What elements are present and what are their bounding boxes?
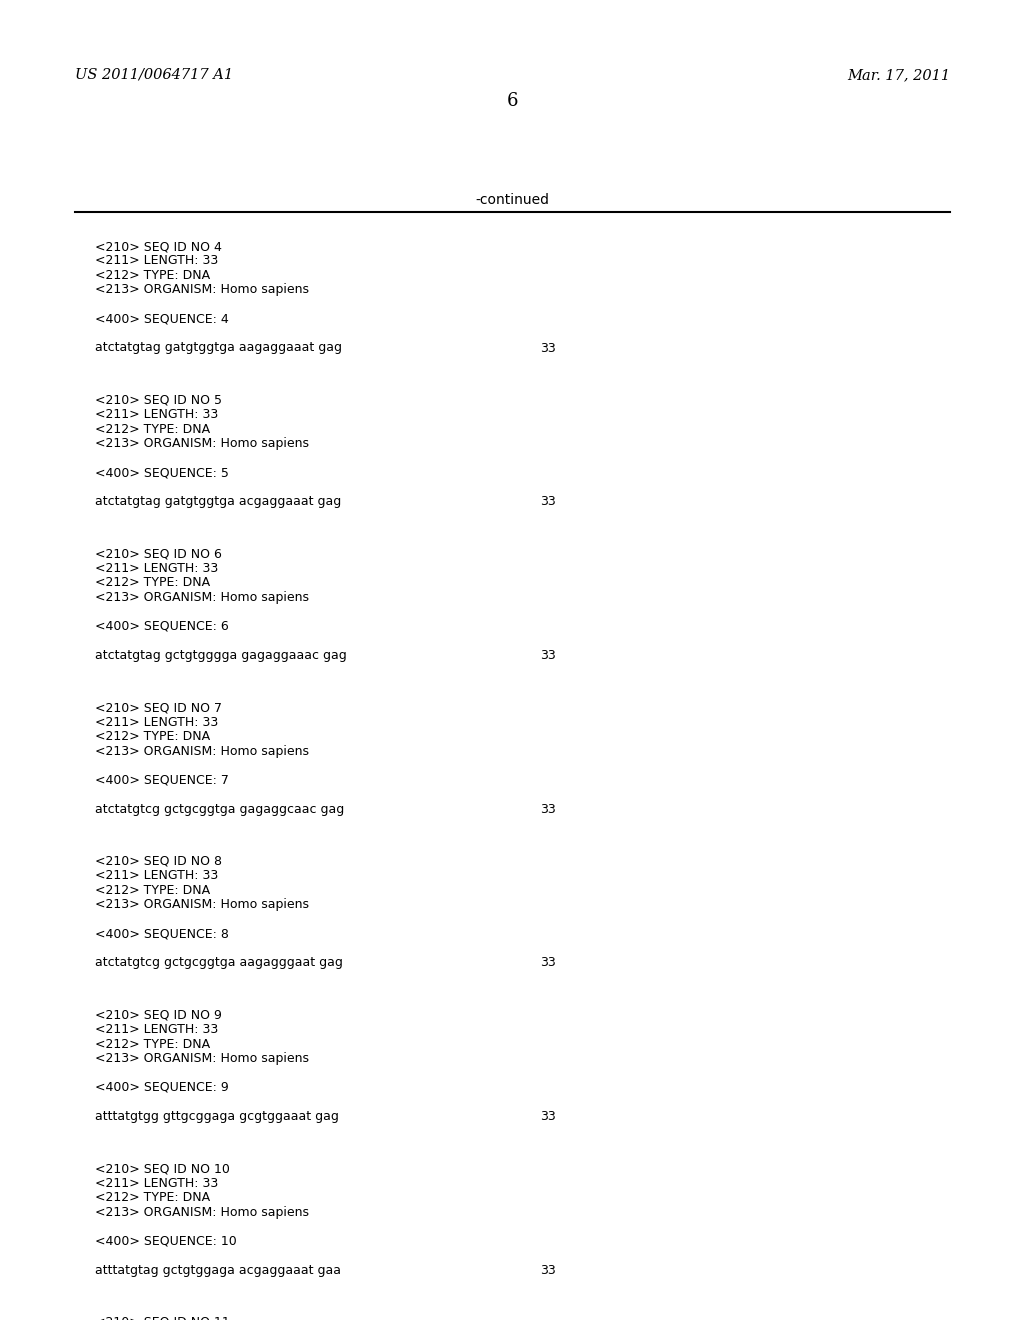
Text: atttatgtag gctgtggaga acgaggaaat gaa: atttatgtag gctgtggaga acgaggaaat gaa [95, 1263, 341, 1276]
Text: <213> ORGANISM: Homo sapiens: <213> ORGANISM: Homo sapiens [95, 744, 309, 758]
Text: atctatgtag gctgtgggga gagaggaaac gag: atctatgtag gctgtgggga gagaggaaac gag [95, 649, 347, 661]
Text: <400> SEQUENCE: 5: <400> SEQUENCE: 5 [95, 466, 229, 479]
Text: <213> ORGANISM: Homo sapiens: <213> ORGANISM: Homo sapiens [95, 1205, 309, 1218]
Text: <211> LENGTH: 33: <211> LENGTH: 33 [95, 1023, 218, 1036]
Text: atctatgtcg gctgcggtga aagagggaat gag: atctatgtcg gctgcggtga aagagggaat gag [95, 956, 343, 969]
Text: <213> ORGANISM: Homo sapiens: <213> ORGANISM: Homo sapiens [95, 899, 309, 911]
Text: 33: 33 [540, 1263, 556, 1276]
Text: US 2011/0064717 A1: US 2011/0064717 A1 [75, 69, 233, 82]
Text: <400> SEQUENCE: 7: <400> SEQUENCE: 7 [95, 774, 229, 787]
Text: <213> ORGANISM: Homo sapiens: <213> ORGANISM: Homo sapiens [95, 437, 309, 450]
Text: 33: 33 [540, 495, 556, 508]
Text: <210> SEQ ID NO 8: <210> SEQ ID NO 8 [95, 855, 222, 867]
Text: 33: 33 [540, 1110, 556, 1123]
Text: <212> TYPE: DNA: <212> TYPE: DNA [95, 1191, 210, 1204]
Text: <211> LENGTH: 33: <211> LENGTH: 33 [95, 408, 218, 421]
Text: <212> TYPE: DNA: <212> TYPE: DNA [95, 422, 210, 436]
Text: <212> TYPE: DNA: <212> TYPE: DNA [95, 884, 210, 896]
Text: <211> LENGTH: 33: <211> LENGTH: 33 [95, 870, 218, 882]
Text: <210> SEQ ID NO 11: <210> SEQ ID NO 11 [95, 1316, 229, 1320]
Text: Mar. 17, 2011: Mar. 17, 2011 [847, 69, 950, 82]
Text: atctatgtag gatgtggtga acgaggaaat gag: atctatgtag gatgtggtga acgaggaaat gag [95, 495, 341, 508]
Text: <213> ORGANISM: Homo sapiens: <213> ORGANISM: Homo sapiens [95, 1052, 309, 1065]
Text: <400> SEQUENCE: 8: <400> SEQUENCE: 8 [95, 928, 229, 940]
Text: atctatgtcg gctgcggtga gagaggcaac gag: atctatgtcg gctgcggtga gagaggcaac gag [95, 803, 344, 816]
Text: <212> TYPE: DNA: <212> TYPE: DNA [95, 1038, 210, 1051]
Text: <400> SEQUENCE: 4: <400> SEQUENCE: 4 [95, 313, 228, 326]
Text: <213> ORGANISM: Homo sapiens: <213> ORGANISM: Homo sapiens [95, 591, 309, 605]
Text: <211> LENGTH: 33: <211> LENGTH: 33 [95, 1176, 218, 1189]
Text: <211> LENGTH: 33: <211> LENGTH: 33 [95, 715, 218, 729]
Text: <212> TYPE: DNA: <212> TYPE: DNA [95, 730, 210, 743]
Text: <213> ORGANISM: Homo sapiens: <213> ORGANISM: Homo sapiens [95, 284, 309, 297]
Text: 33: 33 [540, 342, 556, 355]
Text: 33: 33 [540, 649, 556, 661]
Text: atctatgtag gatgtggtga aagaggaaat gag: atctatgtag gatgtggtga aagaggaaat gag [95, 342, 342, 355]
Text: 6: 6 [506, 92, 518, 110]
Text: <400> SEQUENCE: 6: <400> SEQUENCE: 6 [95, 620, 228, 632]
Text: -continued: -continued [475, 193, 549, 207]
Text: <210> SEQ ID NO 6: <210> SEQ ID NO 6 [95, 548, 222, 561]
Text: <210> SEQ ID NO 5: <210> SEQ ID NO 5 [95, 393, 222, 407]
Text: <210> SEQ ID NO 9: <210> SEQ ID NO 9 [95, 1008, 222, 1022]
Text: <211> LENGTH: 33: <211> LENGTH: 33 [95, 562, 218, 576]
Text: <400> SEQUENCE: 9: <400> SEQUENCE: 9 [95, 1081, 228, 1094]
Text: atttatgtgg gttgcggaga gcgtggaaat gag: atttatgtgg gttgcggaga gcgtggaaat gag [95, 1110, 339, 1123]
Text: 33: 33 [540, 956, 556, 969]
Text: <400> SEQUENCE: 10: <400> SEQUENCE: 10 [95, 1234, 237, 1247]
Text: <212> TYPE: DNA: <212> TYPE: DNA [95, 269, 210, 282]
Text: 33: 33 [540, 803, 556, 816]
Text: <210> SEQ ID NO 10: <210> SEQ ID NO 10 [95, 1162, 229, 1175]
Text: <210> SEQ ID NO 7: <210> SEQ ID NO 7 [95, 701, 222, 714]
Text: <210> SEQ ID NO 4: <210> SEQ ID NO 4 [95, 240, 222, 253]
Text: <212> TYPE: DNA: <212> TYPE: DNA [95, 577, 210, 590]
Text: <211> LENGTH: 33: <211> LENGTH: 33 [95, 255, 218, 268]
